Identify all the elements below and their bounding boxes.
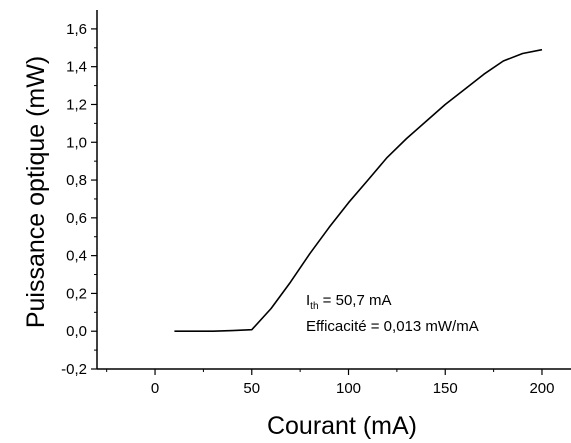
y-tick-label: 0,4: [66, 248, 87, 265]
y-tick-label: 0,8: [66, 172, 87, 189]
y-tick-label: 1,0: [66, 134, 87, 151]
threshold-value: = 50,7 mA: [319, 292, 392, 309]
efficiency-annotation: Efficacité = 0,013 mW/mA: [306, 318, 479, 335]
y-tick-label: 0,6: [66, 210, 87, 227]
threshold-subscript: th: [310, 301, 318, 312]
y-tick-label: 1,2: [66, 96, 87, 113]
y-tick-label: -0,2: [61, 361, 87, 378]
y-tick-label: 0,2: [66, 285, 87, 302]
x-axis-title: Courant (mA): [267, 412, 417, 440]
threshold-annotation: Ith = 50,7 mA: [306, 292, 391, 312]
x-tick-label: 50: [243, 380, 260, 397]
x-tick-label: 200: [529, 380, 554, 397]
y-tick-label: 0,0: [66, 323, 87, 340]
x-tick-label: 150: [433, 380, 458, 397]
series-line: [174, 48, 543, 333]
y-axis-title: Puissance optique (mW): [22, 56, 50, 328]
plot-area: [174, 48, 543, 333]
y-tick-label: 1,4: [66, 59, 87, 76]
x-axis-ticks: 0 50 100 150 200: [106, 369, 554, 397]
y-axis-ticks: -0,2 0,0 0,2 0,4 0,6 0,8 1,0 1,2 1,4 1,6: [61, 21, 97, 378]
threshold-symbol: I: [306, 292, 310, 309]
x-tick-label: 0: [151, 380, 159, 397]
y-tick-label: 1,6: [66, 21, 87, 38]
x-tick-label: 100: [336, 380, 361, 397]
